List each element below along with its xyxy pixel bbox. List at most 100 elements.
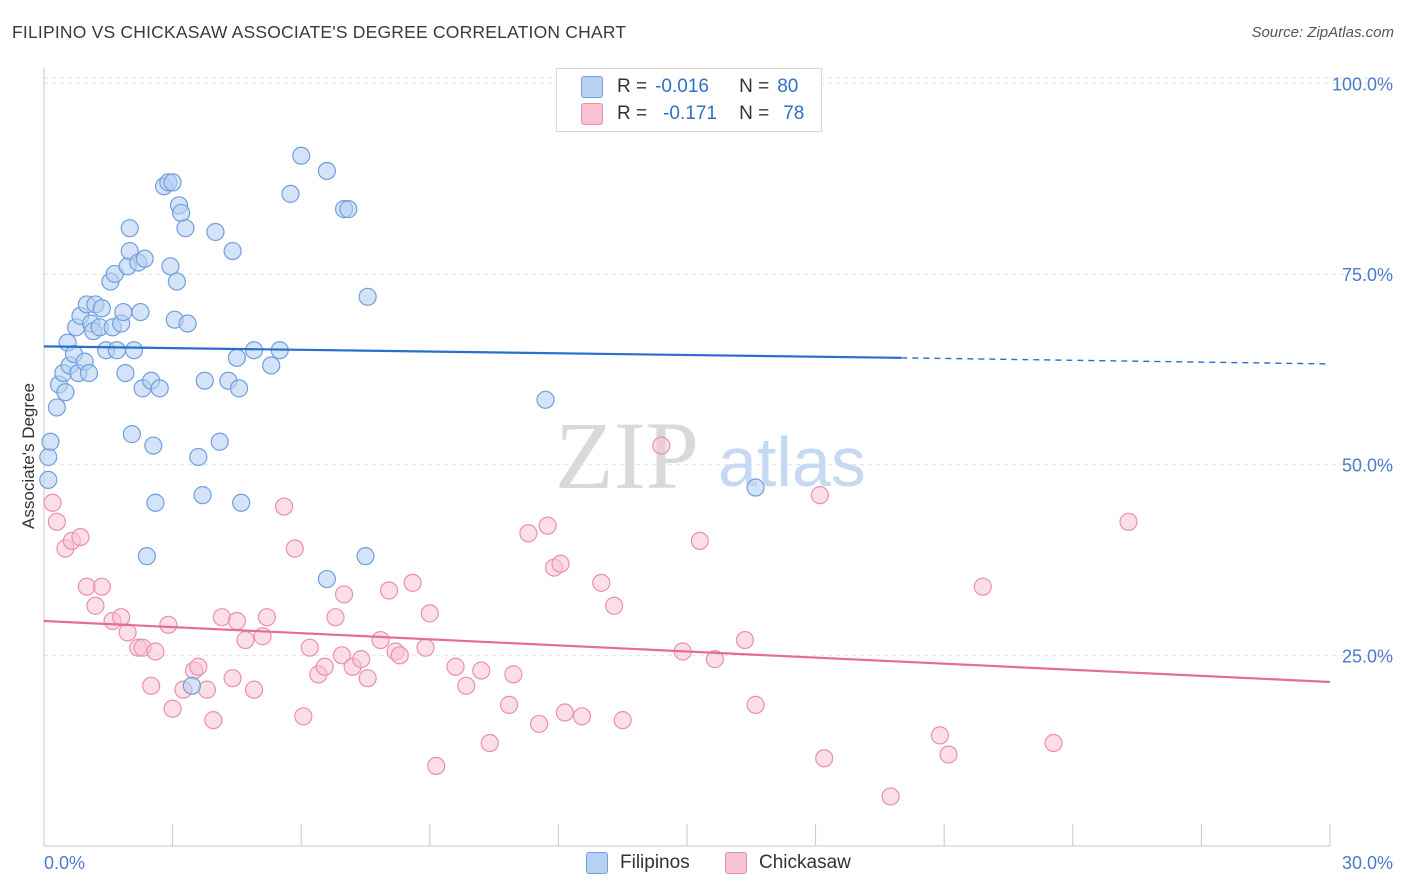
- chickasaw-point: [274, 497, 294, 516]
- filipino-points: [39, 146, 765, 695]
- filipino-point: [339, 200, 358, 219]
- filipinos-swatch: [586, 852, 608, 874]
- trend-lines: [43, 345, 1331, 684]
- chickasaw-point: [652, 436, 671, 455]
- chickasaw-point: [92, 577, 111, 596]
- legend-r-chickasaw: -0.171: [663, 103, 717, 124]
- chickasaw-point: [118, 623, 137, 642]
- y-tick-label: 100.0%: [1332, 74, 1393, 94]
- chickasaw-point: [159, 615, 178, 634]
- chickasaw-point: [605, 596, 624, 615]
- chickasaw-point: [538, 516, 557, 535]
- filipino-point: [135, 249, 154, 268]
- chickasaw-point: [326, 608, 345, 627]
- chickasaw-point: [427, 756, 446, 776]
- chickasaw-point: [212, 608, 231, 627]
- chickasaw-point: [379, 581, 399, 600]
- filipino-point: [358, 287, 377, 306]
- filipino-point: [292, 146, 311, 165]
- chickasaw-point: [227, 611, 246, 631]
- chickasaw-point: [592, 573, 611, 592]
- filipino-point: [41, 432, 60, 451]
- chickasaw-point: [390, 646, 409, 665]
- filipino-point: [172, 203, 191, 223]
- chart-title: FILIPINO VS CHICKASAW ASSOCIATE'S DEGREE…: [12, 22, 627, 42]
- chickasaw-point: [613, 711, 632, 730]
- filipino-point: [131, 302, 150, 322]
- watermark-atlas: atlas: [718, 423, 866, 501]
- chickasaw-point: [420, 604, 439, 623]
- filipino-point: [163, 173, 182, 192]
- legend-n-label: N =: [739, 76, 770, 97]
- chickasaw-point: [204, 711, 223, 730]
- filipino-point: [281, 184, 300, 203]
- chickasaw-point: [572, 707, 592, 726]
- chickasaw-point: [705, 650, 724, 669]
- legend-r-label: R =: [617, 103, 648, 124]
- chickasaw-point: [973, 577, 992, 596]
- filipino-point: [232, 493, 251, 512]
- filipino-point: [47, 398, 66, 417]
- watermark-zip: ZIP: [555, 402, 699, 509]
- chickasaw-point: [457, 676, 476, 695]
- filipino-point: [746, 478, 765, 497]
- chickasaw-point: [294, 707, 313, 726]
- filipino-point: [56, 383, 75, 402]
- filipino-point: [176, 219, 195, 238]
- chickasaw-point: [504, 665, 523, 684]
- filipino-point: [146, 493, 165, 512]
- chickasaw-point: [315, 657, 334, 676]
- filipino-trend-line: [43, 345, 902, 359]
- legend-n-filipino: 80: [777, 76, 799, 97]
- chickasaw-point: [300, 638, 319, 657]
- filipino-point: [223, 241, 242, 261]
- filipino-point: [116, 363, 135, 383]
- y-tick-label: 50.0%: [1342, 456, 1393, 476]
- chickasaw-point: [43, 493, 62, 512]
- chickasaw-point: [223, 669, 242, 688]
- filipino-point: [229, 379, 249, 398]
- chickasaw-point: [810, 486, 829, 505]
- chickasaw-trend-line: [43, 619, 1331, 684]
- chickasaw-swatch: [725, 852, 747, 874]
- chickasaw-point: [189, 657, 208, 676]
- bottom-legend: Filipinos Chickasaw: [0, 852, 1406, 878]
- legend-r-filipino: -0.016: [655, 76, 709, 97]
- chickasaw-point: [530, 714, 549, 734]
- filipino-point: [195, 371, 214, 390]
- bottom-legend-chickasaw: Chickasaw: [725, 852, 851, 874]
- chickasaw-point: [244, 680, 264, 699]
- filipino-point: [193, 486, 212, 505]
- chickasaw-point: [112, 608, 131, 627]
- filipino-point: [39, 470, 58, 489]
- filipino-point: [114, 302, 133, 322]
- chickasaw-point: [480, 733, 499, 753]
- filipino-point: [317, 569, 337, 589]
- chickasaw-point: [472, 661, 491, 680]
- filipino-point: [107, 341, 126, 360]
- chickasaw-point: [197, 680, 216, 699]
- filipino-point: [124, 341, 144, 360]
- chickasaw-point: [1119, 512, 1138, 531]
- x-tick-label-max: 30.0%: [1342, 853, 1393, 873]
- chickasaw-point: [690, 531, 709, 551]
- filipino-point: [189, 447, 208, 467]
- legend-row-chickasaw: R = -0.171 N = 78: [581, 101, 804, 127]
- watermark: ZIP atlas: [555, 402, 866, 509]
- chickasaw-point: [446, 657, 465, 676]
- bottom-legend-chickasaw-label: Chickasaw: [759, 852, 851, 873]
- chickasaw-point: [555, 703, 574, 722]
- chickasaw-points: [43, 436, 1138, 806]
- filipino-point: [227, 348, 246, 367]
- filipino-point: [178, 314, 197, 333]
- bottom-legend-filipinos-label: Filipinos: [620, 852, 690, 873]
- x-tick-label-min: 0.0%: [44, 853, 85, 873]
- legend-row-filipino: R = -0.016 N = 80: [581, 74, 798, 100]
- chickasaw-point: [519, 524, 538, 543]
- chickasaw-point: [47, 512, 66, 531]
- chickasaw-point: [285, 539, 304, 558]
- chickasaw-point: [403, 573, 422, 592]
- chickasaw-point: [939, 745, 958, 764]
- filipino-point: [210, 432, 229, 451]
